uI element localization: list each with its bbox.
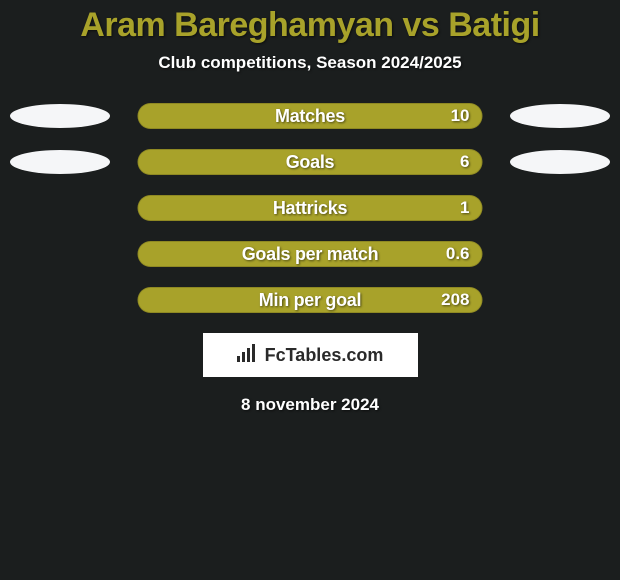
barchart-icon (237, 344, 259, 367)
bar-label: Goals (139, 150, 482, 174)
bar-outer: Hattricks1 (138, 195, 483, 221)
stat-row: Matches10 (0, 103, 620, 129)
brand-box: FcTables.com (203, 333, 418, 377)
bar-label: Min per goal (139, 288, 482, 312)
bar-outer: Goals6 (138, 149, 483, 175)
bar-label: Goals per match (139, 242, 482, 266)
right-ellipse (510, 150, 610, 174)
stat-rows: Matches10 Goals6 Hattricks1 Goals per match… (0, 103, 620, 313)
brand-text: FcTables.com (265, 345, 384, 366)
left-ellipse (10, 104, 110, 128)
bar-label: Matches (139, 104, 482, 128)
stat-row: Goals6 (0, 149, 620, 175)
bar-value: 0.6 (446, 242, 470, 266)
page-subtitle: Club competitions, Season 2024/2025 (0, 53, 620, 73)
bar-value: 208 (441, 288, 469, 312)
bar-value: 6 (460, 150, 469, 174)
stat-row: Goals per match0.6 (0, 241, 620, 267)
bar-value: 1 (460, 196, 469, 220)
stat-row: Min per goal208 (0, 287, 620, 313)
left-ellipse (10, 150, 110, 174)
infographic-root: Aram Bareghamyan vs Batigi Club competit… (0, 0, 620, 580)
bar-outer: Min per goal208 (138, 287, 483, 313)
stat-row: Hattricks1 (0, 195, 620, 221)
right-ellipse (510, 104, 610, 128)
bar-outer: Matches10 (138, 103, 483, 129)
bar-outer: Goals per match0.6 (138, 241, 483, 267)
bar-value: 10 (451, 104, 470, 128)
bar-label: Hattricks (139, 196, 482, 220)
page-title: Aram Bareghamyan vs Batigi (0, 0, 620, 45)
footer-date: 8 november 2024 (0, 395, 620, 415)
